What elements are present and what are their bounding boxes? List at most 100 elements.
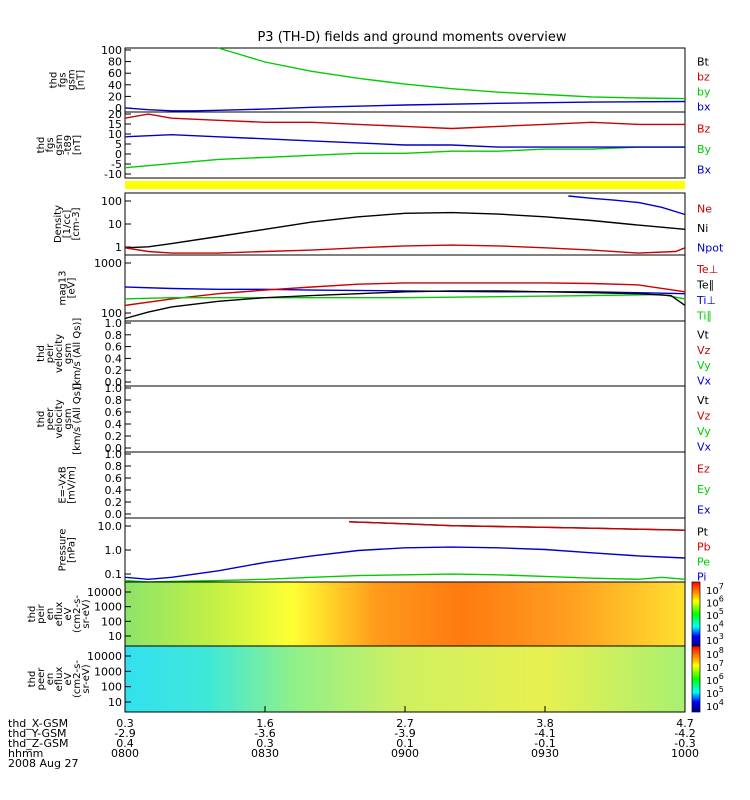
x-table-cell: 2.7	[396, 717, 414, 730]
colorbar-exponent: 4	[719, 698, 724, 707]
y-tick-label: 0.2	[105, 496, 123, 509]
x-table-row-label: thd_X-GSM	[8, 717, 68, 730]
panel-density: 100 10 1 Density[1/cc][cm-3] Ne Ni Npot	[53, 192, 724, 256]
y-axis-label: fgs	[58, 72, 69, 87]
y-axis-label: thd	[36, 137, 47, 154]
colorbar-exponent: 7	[719, 582, 724, 591]
x-table-row-label: hhmm	[8, 747, 43, 760]
y-tick-label: 0.4	[105, 352, 123, 365]
y-axis-label: [km/s (All Qs)]	[72, 383, 83, 455]
panel-peir_eflux: 10710610510410310000100010010thdpeirenef…	[27, 581, 724, 647]
legend-entry: Vx	[697, 440, 712, 453]
x-table-cell: -3.9	[394, 727, 415, 740]
y-axis-label: [eV]	[67, 278, 78, 299]
y-axis-label: thd	[49, 72, 60, 89]
y-axis-label: eflux	[54, 602, 65, 627]
y-tick-label: 10	[108, 696, 122, 709]
panel-temperature: 1000 100 mag13[eV] Te⊥ Te∥ Ti⊥ Ti∥	[58, 254, 718, 322]
y-tick-label: 10000	[87, 650, 122, 663]
x-table-cell: 0.3	[116, 717, 134, 730]
y-tick-label: 100	[101, 44, 122, 57]
y-tick-label: 1.0	[105, 448, 123, 461]
y-axis-label: peir	[36, 603, 47, 623]
y-tick-label: 0.2	[105, 430, 123, 443]
x-table-cell: 0800	[111, 747, 139, 760]
series-line-Pb	[348, 521, 686, 531]
x-table-cell: -4.1	[534, 727, 555, 740]
legend-entry: Bz	[697, 122, 711, 135]
y-axis-label: mag13	[58, 271, 69, 306]
y-axis-label: (cm2-s-	[72, 660, 83, 698]
colorbar-exponent: 6	[719, 595, 724, 604]
series-line-Pi	[124, 546, 686, 581]
y-axis-label: thd	[27, 671, 38, 688]
colorbar-exponent: 7	[719, 659, 724, 668]
legend-entry: Npot	[697, 241, 724, 254]
y-tick-label: 0.2	[105, 364, 123, 377]
legend-entry: Pi	[697, 571, 706, 584]
legend-entry: Te∥	[696, 278, 714, 291]
y-axis-label: Density	[53, 205, 64, 243]
legend-entry: Vx	[697, 374, 712, 387]
series-line-Ti∥	[124, 293, 686, 300]
y-axis-label: [cm-3]	[71, 207, 82, 240]
panels: 100806040200thdfgsgsm[nT]Btbzbybx2015105…	[27, 44, 724, 713]
x-table-row-label: thd_Y-GSM	[8, 727, 67, 740]
y-axis-label: [1/cc]	[62, 210, 73, 239]
x-table-row-label: thd_Z-GSM	[8, 737, 68, 750]
series-line-Ti⊥	[124, 286, 686, 295]
legend-entry: Ti⊥	[696, 294, 716, 307]
y-tick-label: 0.1	[105, 568, 123, 581]
y-axis-label: [mV/m]	[67, 466, 78, 504]
heatmap-fill	[125, 582, 685, 646]
colorbar-exponent: 5	[719, 607, 724, 616]
panel-peer_eflux: 10810710610510410000100010010thdpeerenef…	[27, 645, 724, 713]
y-tick-label: 0.8	[105, 394, 123, 407]
panel-frame	[124, 111, 686, 179]
panel-frame	[124, 451, 686, 519]
y-axis-label: en	[45, 673, 56, 686]
y-tick-label: 80	[108, 56, 122, 69]
legend-entry: Ey	[697, 483, 711, 496]
y-tick-label: 1.0	[105, 317, 123, 330]
y-tick-label: 60	[108, 67, 122, 80]
y-axis-label: E=-VxB	[58, 466, 69, 503]
y-axis-label: sr-eV)	[81, 599, 92, 628]
x-table-cell: -0.3	[674, 737, 695, 750]
y-axis-label: thd	[36, 345, 47, 362]
legend-entry: bz	[697, 71, 710, 84]
legend-entry: Pb	[697, 541, 711, 554]
y-tick-label: 0.8	[105, 329, 123, 342]
series-line-Ni	[124, 211, 686, 249]
y-tick-label: 20	[108, 90, 122, 103]
y-tick-label: 0.8	[105, 460, 123, 473]
x-table-cell: -4.2	[674, 727, 695, 740]
colorbar	[691, 645, 701, 713]
legend-entry: Ez	[697, 462, 710, 475]
y-tick-label: 0.0	[105, 508, 123, 521]
y-axis-label: velocity	[54, 399, 65, 438]
y-axis-label: eV	[63, 672, 74, 685]
legend-entry: Vy	[697, 359, 711, 372]
y-axis-label: (cm2-s-	[72, 595, 83, 633]
x-table-cell: 0.4	[116, 737, 134, 750]
legend-entry: Ni	[697, 222, 708, 235]
x-table-cell: 1.6	[256, 717, 274, 730]
y-tick-label: 0.6	[105, 341, 123, 354]
y-axis-label: -t89	[63, 135, 74, 155]
panel-frame	[124, 320, 686, 387]
chart-title: P3 (TH-D) fields and ground moments over…	[257, 30, 566, 45]
y-tick-label: 15	[108, 118, 122, 131]
legend-entry: Vz	[697, 344, 711, 357]
x-table-cell: 0.1	[396, 737, 414, 750]
y-axis-label: peer	[45, 407, 56, 431]
y-tick-label: 10000	[87, 586, 122, 599]
series-line-Te∥	[124, 290, 686, 320]
y-tick-label: 1000	[94, 665, 122, 678]
y-axis-label: [km/s (All Qs)]	[72, 318, 83, 390]
y-axis-label: sr-eV)	[81, 664, 92, 693]
y-axis-label: gsm	[54, 134, 65, 155]
